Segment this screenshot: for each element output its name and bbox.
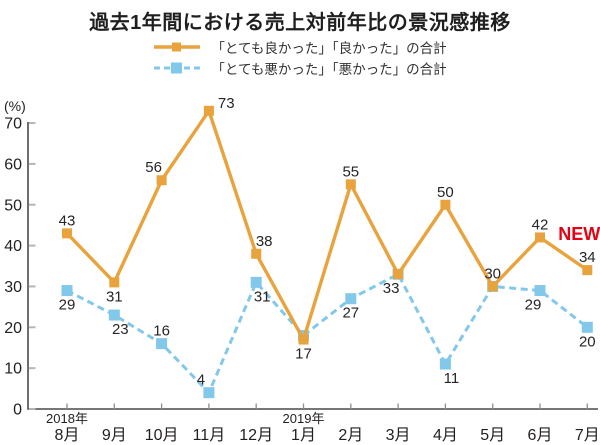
bad-marker — [108, 309, 120, 321]
bad-value-label: 20 — [579, 333, 596, 350]
legend-label-good: 「とても良かった」「良かった」の合計 — [211, 40, 447, 56]
x-year-label: 2019年 — [283, 411, 325, 426]
bad-marker — [61, 285, 73, 297]
good-series-line — [65, 106, 589, 344]
good-value-label: 50 — [437, 184, 454, 201]
y-tick-label: 30 — [4, 279, 22, 296]
x-month-label: 4月 — [433, 427, 458, 444]
legend-item-good: 「とても良かった」「良かった」の合計 — [153, 37, 447, 56]
good-series-line-sample — [154, 42, 201, 51]
x-month-label: 1月 — [291, 427, 316, 444]
bad-value-label: 31 — [254, 288, 271, 305]
good-marker — [440, 199, 451, 210]
bad-series-line-sample — [154, 62, 201, 73]
y-tick-label: 40 — [4, 238, 22, 255]
bad-series — [61, 268, 593, 399]
good-marker — [345, 179, 356, 190]
good-sample-marker — [172, 42, 182, 51]
good-marker — [251, 248, 262, 259]
bad-marker — [203, 387, 215, 399]
y-tick-label: 20 — [4, 320, 22, 337]
bad-marker — [250, 276, 262, 288]
bad-value-label: 27 — [342, 305, 359, 322]
good-marker — [487, 281, 498, 292]
x-month-label: 10月 — [145, 427, 179, 444]
good-marker — [298, 334, 309, 345]
legend-item-bad: 「とても悪かった」「悪かった」の合計 — [153, 58, 447, 77]
x-month-label: 2月 — [338, 427, 363, 444]
chart-title: 過去1年間における売上対前年比の景況感推移 — [89, 12, 511, 34]
good-marker — [393, 269, 404, 280]
new-badge: NEW — [558, 224, 600, 244]
good-marker — [109, 277, 120, 288]
good-value-label: 30 — [484, 265, 501, 282]
bad-value-label: 29 — [525, 297, 542, 314]
good-value-label: 31 — [106, 288, 123, 305]
bad-marker — [156, 338, 168, 350]
bad-value-label: 23 — [112, 321, 129, 338]
x-month-label: 7月 — [575, 427, 600, 444]
good-value-label: 42 — [532, 216, 549, 233]
bad-sample-marker — [171, 62, 183, 73]
good-value-label: 34 — [579, 249, 596, 266]
x-month-label: 8月 — [55, 427, 80, 444]
y-tick-label: 60 — [4, 156, 22, 173]
x-month-label: 12月 — [239, 427, 273, 444]
legend-label-bad: 「とても悪かった」「悪かった」の合計 — [211, 61, 447, 77]
y-tick-label: 0 — [13, 402, 22, 419]
y-axis-unit-label: (%) — [4, 98, 26, 114]
bad-marker — [534, 285, 546, 297]
bad-marker — [581, 321, 593, 333]
bad-value-label: 16 — [153, 323, 170, 340]
x-month-label: 9月 — [102, 427, 127, 444]
bad-marker — [345, 293, 357, 305]
x-month-label: 5月 — [480, 427, 505, 444]
good-marker — [156, 175, 167, 186]
good-marker — [582, 265, 593, 276]
good-value-label: 43 — [59, 212, 76, 229]
bad-value-label: 11 — [444, 370, 460, 387]
good-value-label: 55 — [342, 163, 359, 180]
good-marker — [203, 105, 214, 116]
bad-value-label: 29 — [59, 297, 76, 314]
good-value-label: 56 — [145, 159, 162, 176]
x-month-label: 11月 — [193, 427, 226, 444]
bad-value-label: 4 — [197, 372, 205, 389]
good-value-label: 33 — [383, 280, 400, 297]
bad-series-line — [66, 272, 589, 396]
y-tick-label: 70 — [4, 116, 22, 133]
good-value-label: 73 — [218, 95, 235, 112]
x-month-label: 3月 — [386, 427, 411, 444]
x-month-label: 6月 — [528, 427, 553, 444]
legend: 「とても良かった」「良かった」の合計 「とても悪かった」「悪かった」の合計 — [0, 37, 600, 77]
bad-marker — [439, 358, 451, 370]
good-value-label: 38 — [256, 233, 273, 250]
good-marker — [535, 232, 545, 243]
good-series — [62, 105, 593, 345]
good-marker — [62, 228, 72, 239]
good-value-label: 17 — [295, 346, 312, 363]
x-year-label: 2018年 — [46, 411, 88, 426]
y-tick-label: 10 — [4, 361, 22, 378]
y-tick-label: 50 — [4, 197, 22, 214]
